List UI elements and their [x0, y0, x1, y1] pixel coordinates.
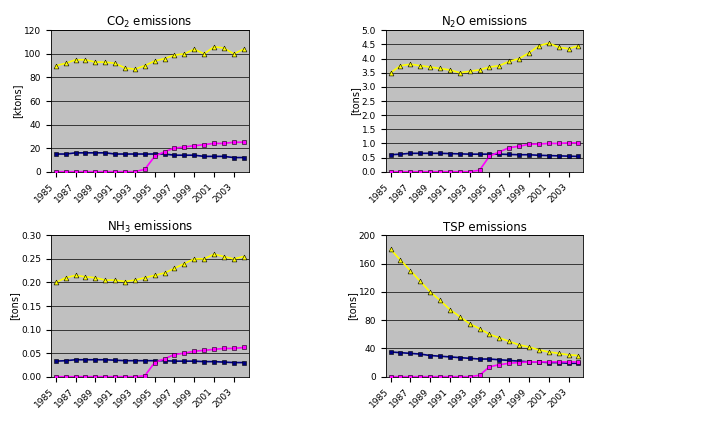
- Y-axis label: [ktons]: [ktons]: [12, 84, 23, 118]
- Title: TSP emissions: TSP emissions: [443, 221, 526, 234]
- Y-axis label: [tons]: [tons]: [348, 291, 357, 320]
- Legend: Harvesters (machine
pools), Self-propelled vehicles
(machine pools), Tractors (m: Harvesters (machine pools), Self-propell…: [259, 42, 392, 107]
- Y-axis label: [tons]: [tons]: [9, 291, 20, 320]
- Y-axis label: [tons]: [tons]: [350, 87, 360, 116]
- Legend: Harvesters (machine pools), Self-propelled vehicles
(machine pools), Tractors (m: Harvesters (machine pools), Self-propell…: [259, 247, 404, 301]
- Legend: Harvesters (machine pools), Self-propelled vehicles
(machine pools), Tractors (m: Harvesters (machine pools), Self-propell…: [594, 247, 727, 301]
- Title: CO$_2$ emissions: CO$_2$ emissions: [106, 14, 193, 30]
- Title: NH$_3$ emissions: NH$_3$ emissions: [107, 219, 193, 235]
- Title: N$_2$O emissions: N$_2$O emissions: [441, 14, 528, 30]
- Legend: Harvesters (machine
pools), Self-propelled vehicles
(machine pools), Tractors (m: Harvesters (machine pools), Self-propell…: [594, 42, 726, 107]
